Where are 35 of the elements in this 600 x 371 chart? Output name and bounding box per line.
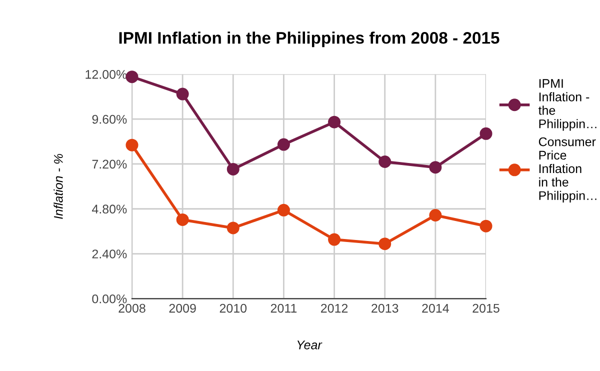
x-tick-label: 2011 [270, 304, 297, 313]
x-tick-label: 2015 [472, 304, 500, 313]
point [378, 238, 392, 250]
x-tick-label: 2010 [220, 304, 247, 313]
legend-label: Consumer Price Inflation in the Philippin… [538, 137, 596, 203]
x-tick-label: 2008 [118, 304, 146, 313]
y-tick-label: 0.00% [92, 294, 127, 304]
x-tick-label: 2009 [169, 304, 196, 313]
point [176, 88, 189, 100]
x-tick-label: 2013 [372, 304, 398, 313]
x-tick-label: 2014 [422, 304, 449, 313]
point [226, 222, 240, 234]
point [126, 138, 138, 152]
point [480, 220, 492, 232]
point [226, 162, 240, 176]
y-tick-label: 4.80% [92, 204, 127, 214]
point [176, 213, 189, 226]
point [277, 204, 290, 216]
point [126, 70, 138, 84]
point [480, 127, 492, 140]
point [429, 208, 442, 222]
y-tick-label: 7.20% [92, 160, 127, 169]
y-tick-label: 9.60% [92, 114, 127, 124]
point [328, 233, 341, 246]
y-tick-label: 12.00% [86, 70, 127, 79]
legend-label: IPMI Inflation - the Philippin… [538, 79, 596, 131]
y-tick-label: 2.40% [92, 250, 127, 258]
x-tick-label: 2012 [321, 304, 348, 313]
x-axis-title: Year [297, 340, 322, 350]
point [328, 116, 341, 128]
point [277, 138, 290, 151]
y-axis-title: Inflation - % [54, 154, 63, 219]
point [378, 155, 392, 168]
point [429, 161, 442, 174]
chart-title: IPMI Inflation in the Philippines from 2008 - 2015 [119, 32, 500, 48]
